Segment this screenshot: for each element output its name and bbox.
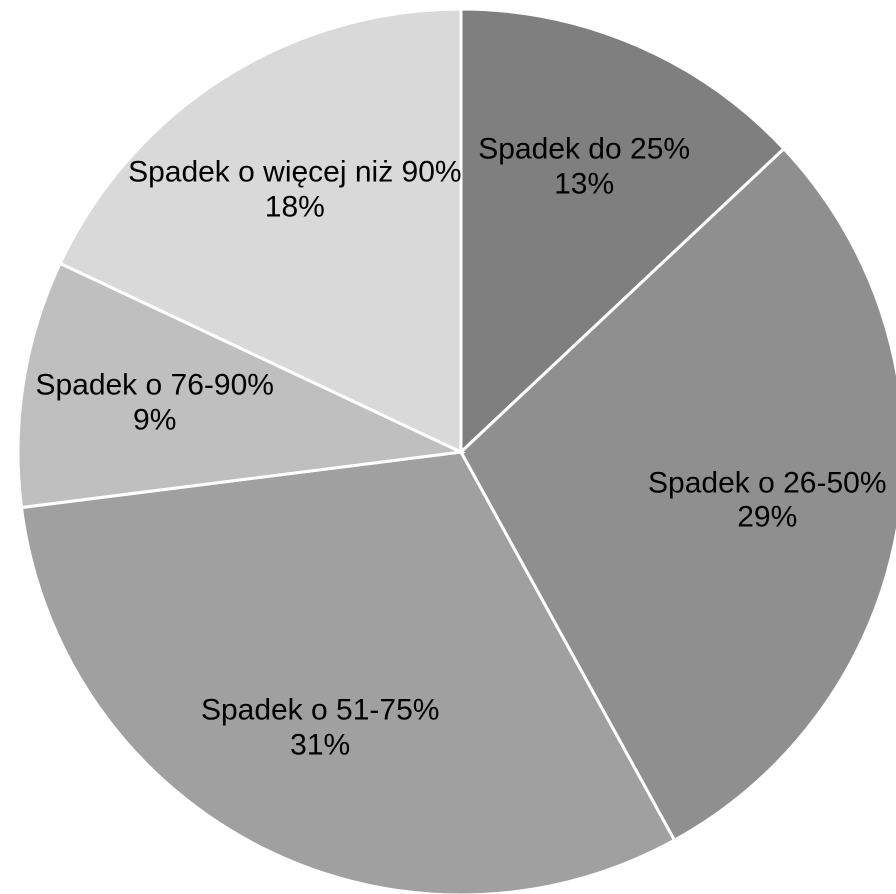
- slice-label: Spadek o więcej niż 90% 18%: [125, 156, 465, 225]
- pie-slice: [19, 450, 677, 894]
- slice-label: Spadek o 51-75% 31%: [150, 694, 490, 763]
- category-label: Spadek o więcej niż 90%: [128, 155, 462, 189]
- value-label: 31%: [290, 728, 351, 762]
- pie-slice: [459, 7, 787, 456]
- pie-slice: [459, 146, 896, 843]
- pie-slice: [16, 261, 467, 510]
- slice-label: Spadek do 25% 13%: [414, 133, 754, 202]
- pie-slice: [58, 7, 463, 455]
- value-label: 13%: [554, 167, 615, 201]
- slice-label: Spadek o 76-90% 9%: [0, 369, 325, 438]
- value-label: 9%: [133, 403, 177, 437]
- slice-label: Spadek o 26-50% 29%: [597, 466, 896, 535]
- category-label: Spadek o 51-75%: [200, 693, 440, 727]
- category-label: Spadek o 76-90%: [35, 368, 274, 402]
- category-label: Spadek do 25%: [478, 132, 691, 166]
- value-label: 18%: [264, 190, 325, 224]
- category-label: Spadek o 26-50%: [648, 466, 887, 499]
- value-label: 29%: [737, 500, 798, 534]
